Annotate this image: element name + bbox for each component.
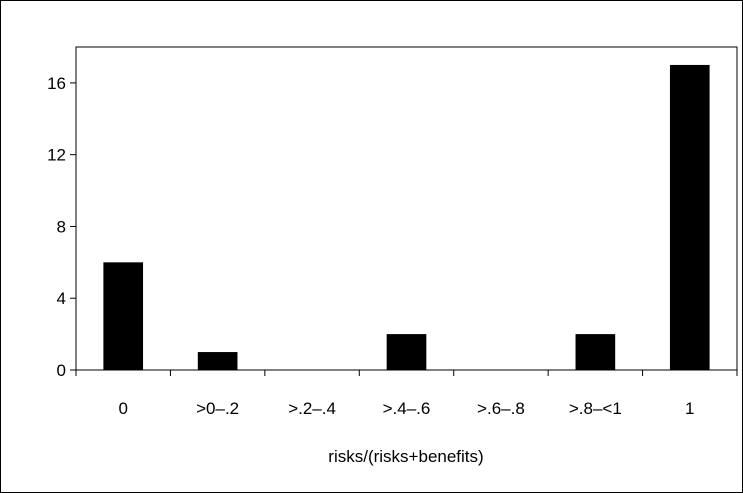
y-tick-label: 12 bbox=[47, 146, 66, 165]
x-tick-label: >.2–.4 bbox=[288, 399, 336, 418]
bar bbox=[103, 262, 144, 370]
x-axis-title: risks/(risks+benefits) bbox=[328, 447, 483, 466]
bar bbox=[197, 352, 238, 370]
x-tick-label: >.8–<1 bbox=[569, 399, 622, 418]
x-tick-label: 0 bbox=[118, 399, 127, 418]
y-tick-label: 16 bbox=[47, 74, 66, 93]
y-tick-label: 0 bbox=[57, 361, 66, 380]
bar bbox=[669, 64, 710, 370]
bar bbox=[386, 334, 427, 370]
y-tick-label: 4 bbox=[57, 289, 66, 308]
x-tick-label: >.6–.8 bbox=[477, 399, 525, 418]
plot-area bbox=[75, 46, 738, 371]
bars bbox=[103, 64, 710, 370]
x-tick-label: 1 bbox=[685, 399, 694, 418]
y-tick-label: 8 bbox=[57, 217, 66, 236]
x-tick-label: >.4–.6 bbox=[383, 399, 431, 418]
y-axis: 0 4 8 12 16 bbox=[47, 74, 76, 380]
bar bbox=[575, 334, 616, 370]
x-axis: 0 >0–.2 >.2–.4 >.4–.6 >.6–.8 >.8–<1 1 bbox=[75, 370, 738, 418]
x-tick-label: >0–.2 bbox=[196, 399, 239, 418]
